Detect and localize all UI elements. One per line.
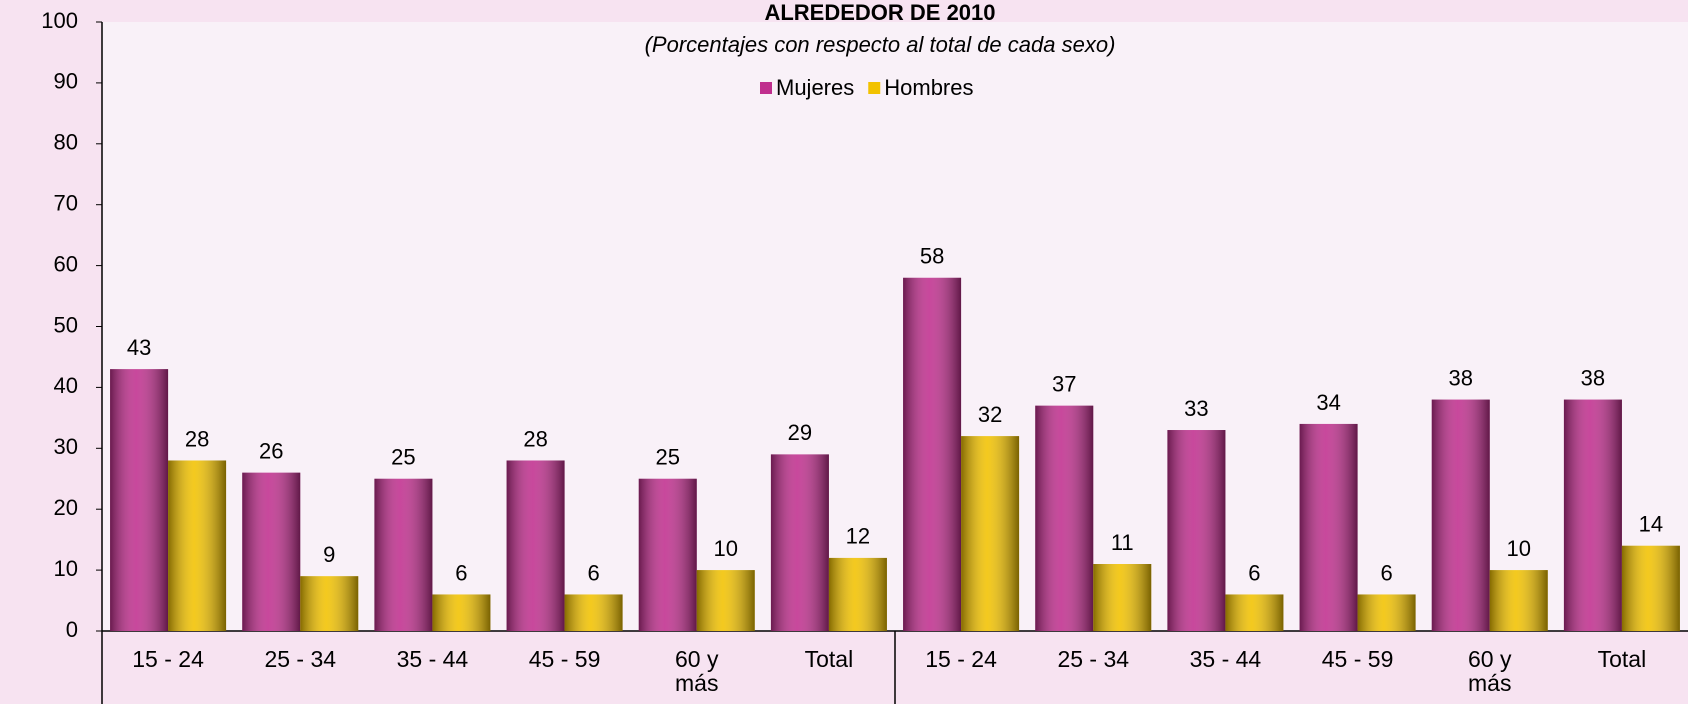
bar-shading [1563, 399, 1622, 631]
y-tick-label: 80 [54, 130, 78, 155]
bar-shading [110, 369, 169, 631]
bar-shading [1299, 423, 1358, 631]
bar-shading [1225, 594, 1284, 631]
value-label: 33 [1184, 396, 1208, 421]
bar-shading [506, 460, 565, 631]
value-label: 11 [1111, 530, 1134, 555]
legend-label: Hombres [884, 75, 973, 100]
bar-shading [696, 570, 755, 631]
value-label: 6 [1380, 560, 1392, 585]
value-label: 29 [788, 420, 812, 445]
value-label: 12 [846, 524, 870, 549]
legend-label: Mujeres [776, 75, 854, 100]
bar-shading [168, 460, 227, 631]
value-label: 28 [185, 426, 209, 451]
value-label: 6 [455, 560, 467, 585]
y-tick-label: 90 [54, 69, 78, 94]
x-tick-label: 45 - 59 [1321, 646, 1394, 672]
value-label: 28 [523, 426, 547, 451]
y-tick-label: 40 [54, 373, 78, 398]
x-tick-label: Total [804, 646, 854, 672]
x-tick-label: 45 - 59 [528, 646, 601, 672]
x-tick-label: 60 y más [1468, 646, 1512, 696]
bar-shading [1357, 594, 1416, 631]
value-label: 38 [1449, 365, 1473, 390]
x-tick-label: Total [1597, 646, 1647, 672]
y-tick-label: 50 [54, 312, 78, 337]
bar-shading [770, 454, 829, 631]
value-label: 37 [1052, 371, 1076, 396]
bar-shading [1035, 405, 1094, 631]
bar-shading [564, 594, 623, 631]
y-tick-label: 0 [66, 617, 78, 642]
chart-title: ALREDEDOR DE 2010 [764, 0, 995, 25]
x-tick-label: 15 - 24 [925, 646, 997, 672]
y-tick-label: 20 [54, 495, 78, 520]
bar-shading [242, 472, 301, 631]
x-tick-label: 60 y más [675, 646, 719, 696]
bar-shading [638, 478, 697, 631]
bar-shading [432, 594, 491, 631]
legend-swatch [868, 82, 881, 94]
x-tick-label: 15 - 24 [132, 646, 204, 672]
value-label: 25 [656, 445, 680, 470]
bar-shading [1093, 564, 1152, 631]
value-label: 34 [1316, 390, 1340, 415]
value-label: 58 [920, 244, 944, 269]
y-tick-label: 70 [54, 191, 78, 216]
value-label: 43 [127, 335, 151, 360]
value-label: 25 [391, 445, 415, 470]
bar-shading [903, 277, 962, 631]
bar-shading [828, 557, 887, 631]
y-tick-label: 60 [54, 251, 78, 276]
x-tick-label: 35 - 44 [1189, 646, 1262, 672]
bar-shading [1431, 399, 1490, 631]
value-label: 10 [714, 536, 738, 561]
bar-shading [374, 478, 433, 631]
value-label: 38 [1581, 365, 1605, 390]
value-label: 9 [323, 542, 335, 567]
plot-area [102, 22, 1688, 631]
x-tick-label: 25 - 34 [1057, 646, 1130, 672]
y-tick-label: 30 [54, 434, 78, 459]
y-tick-label: 100 [41, 8, 78, 33]
value-label: 14 [1639, 512, 1663, 537]
x-tick-label: 35 - 44 [396, 646, 469, 672]
legend-swatch [760, 82, 772, 94]
value-label: 6 [587, 560, 599, 585]
value-label: 10 [1507, 536, 1531, 561]
bar-shading [1621, 545, 1680, 631]
value-label: 26 [259, 438, 283, 463]
value-label: 6 [1248, 560, 1260, 585]
bar-shading [961, 436, 1020, 631]
bar-shading [1167, 430, 1226, 631]
bar-shading [300, 576, 359, 631]
bar-shading [1489, 570, 1548, 631]
chart-subtitle: (Porcentajes con respecto al total de ca… [645, 32, 1116, 57]
y-tick-label: 10 [54, 556, 78, 581]
value-label: 32 [978, 402, 1002, 427]
x-tick-label: 25 - 34 [264, 646, 337, 672]
